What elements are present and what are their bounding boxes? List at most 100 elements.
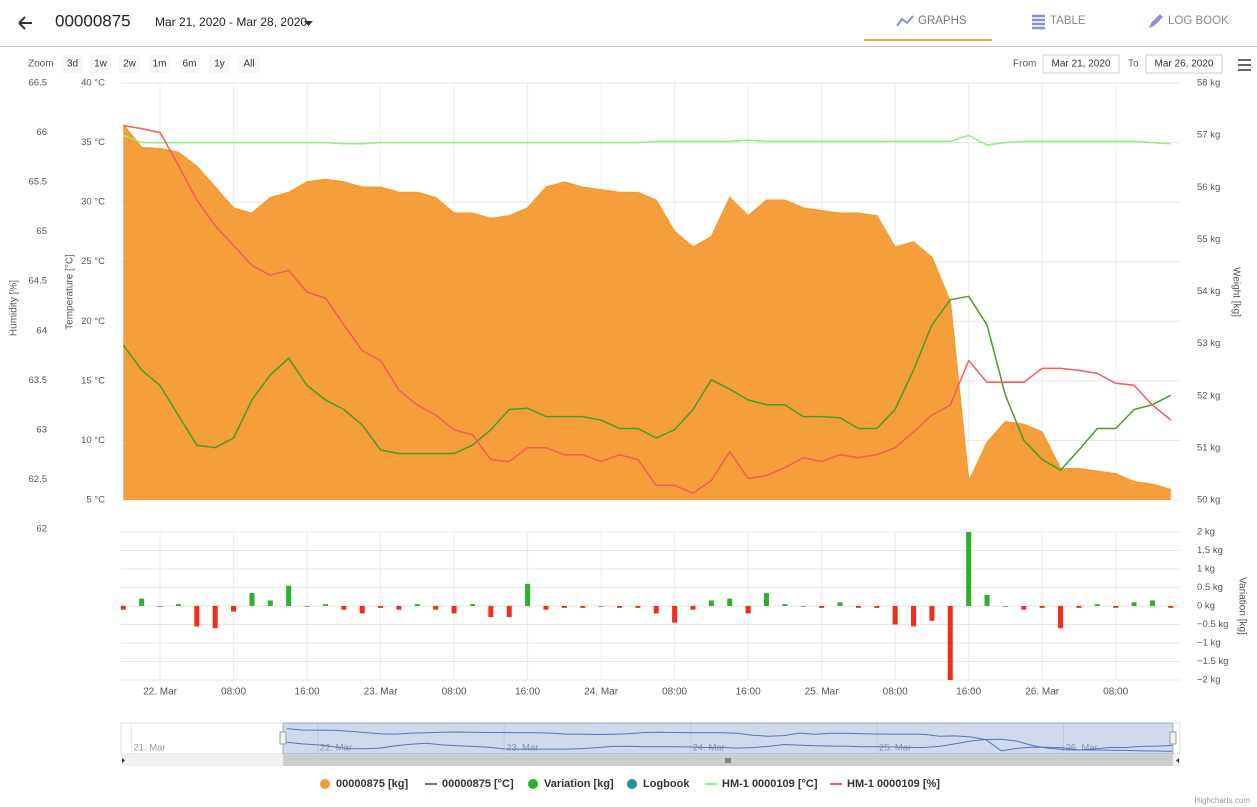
- legend-symbol[interactable]: [320, 779, 330, 789]
- graphs-icon: [896, 15, 914, 27]
- navigator-tick-label: 25. Mar: [879, 743, 911, 754]
- tab-graphs[interactable]: GRAPHS: [918, 15, 967, 27]
- legend-label[interactable]: Logbook: [643, 778, 690, 790]
- date-range[interactable]: Mar 21, 2020 - Mar 28, 2020: [155, 15, 307, 29]
- legend-label[interactable]: HM-1 0000109 [°C]: [722, 778, 818, 790]
- variation-bar: [267, 600, 273, 606]
- dropdown-caret[interactable]: [304, 21, 313, 26]
- zoom-button[interactable]: [149, 55, 170, 73]
- variation-bar: [764, 593, 770, 606]
- zoom-button[interactable]: [179, 55, 200, 73]
- from-input[interactable]: [1042, 54, 1120, 74]
- zoom-label: Zoom: [28, 59, 54, 70]
- variation-bar: [175, 604, 181, 606]
- variation-bar: [1168, 606, 1174, 608]
- zoom-button-label[interactable]: 3d: [67, 59, 78, 70]
- legend-symbol[interactable]: [627, 779, 637, 789]
- to-input[interactable]: [1145, 54, 1223, 74]
- zoom-button[interactable]: [119, 55, 140, 73]
- area-line: [122, 124, 1172, 491]
- navigator-selection[interactable]: [282, 722, 1174, 755]
- variation-bar: [322, 604, 328, 606]
- variation-bar: [855, 606, 861, 608]
- to-value[interactable]: Mar 26, 2020: [1155, 59, 1214, 70]
- legend-label[interactable]: 00000875 [kg]: [336, 778, 408, 790]
- chart-menu[interactable]: [1238, 59, 1251, 71]
- variation-bar: [231, 606, 237, 612]
- y2-tick-label: 53 kg: [1197, 338, 1220, 349]
- scroll-right[interactable]: [1176, 758, 1179, 763]
- navigator-tick-label: 23. Mar: [506, 743, 538, 754]
- x-tick-label: 16:00: [956, 687, 981, 698]
- tab-log-book[interactable]: LOG BOOK: [1168, 15, 1229, 27]
- legend-label[interactable]: Variation [kg]: [544, 778, 614, 790]
- scrollbar-grip: [725, 758, 731, 763]
- zoom-button[interactable]: [90, 55, 111, 73]
- variation-bar: [984, 594, 990, 606]
- series-line: [123, 124, 1172, 495]
- tab-table[interactable]: TABLE: [1050, 15, 1086, 27]
- series-line: [122, 295, 1172, 471]
- zoom-button[interactable]: [238, 55, 260, 73]
- y3-tick-label: 65: [36, 226, 47, 237]
- from-value[interactable]: Mar 21, 2020: [1052, 59, 1111, 70]
- logbook-icon: [1149, 14, 1163, 28]
- y3-tick-label: 63: [36, 424, 47, 435]
- y3-tick-label: 65.5: [29, 177, 48, 188]
- y3-tick-label: 66.5: [29, 78, 48, 89]
- zoom-button-label[interactable]: All: [243, 59, 254, 70]
- x-tick-label: 26. Mar: [1025, 687, 1060, 698]
- zoom-button-label[interactable]: 1m: [153, 59, 167, 70]
- y2-tick-label: 52 kg: [1197, 390, 1220, 401]
- variation-bar: [745, 606, 751, 614]
- header-bar: [0, 0, 1257, 46]
- variation-bar: [543, 606, 549, 610]
- x-tick-label: 22. Mar: [143, 687, 178, 698]
- zoom-button-label[interactable]: 2w: [123, 59, 137, 70]
- x-tick-label: 24. Mar: [584, 687, 619, 698]
- navigator-handle-right[interactable]: [1169, 731, 1177, 745]
- navigator-handle-left[interactable]: [279, 731, 287, 745]
- variation-bar: [1131, 602, 1137, 606]
- y3-tick-label: 64.5: [29, 276, 48, 287]
- y2-tick-label: 56 kg: [1197, 182, 1220, 193]
- legend-symbol[interactable]: [528, 779, 538, 789]
- y2-tick-label: 57 kg: [1197, 130, 1220, 141]
- variation-bar: [892, 606, 898, 625]
- variation-bar: [414, 604, 420, 606]
- variation-bar: [359, 606, 365, 614]
- from-label: From: [1013, 59, 1036, 70]
- y4-tick-label: 1 kg: [1197, 564, 1215, 575]
- variation-bar: [139, 598, 145, 606]
- device-title: 00000875: [55, 11, 131, 30]
- zoom-button-label[interactable]: 1y: [214, 59, 225, 70]
- variation-bar: [690, 606, 696, 610]
- variation-bar: [1113, 606, 1119, 608]
- area-fill: [123, 124, 1171, 500]
- variation-bar: [819, 606, 825, 608]
- zoom-button-label[interactable]: 1w: [94, 59, 108, 70]
- y2-tick-label: 55 kg: [1197, 234, 1220, 245]
- credits[interactable]: Highcharts.com: [1194, 796, 1250, 805]
- zoom-button[interactable]: [62, 55, 83, 73]
- x-tick-label: 25. Mar: [805, 687, 840, 698]
- legend-label[interactable]: 00000875 [°C]: [442, 778, 514, 790]
- y4-tick-label: −2 kg: [1197, 675, 1221, 686]
- variation-bar: [580, 606, 586, 608]
- variation-bar: [947, 606, 953, 680]
- back-button[interactable]: [18, 16, 32, 30]
- zoom-button-label[interactable]: 6m: [183, 59, 197, 70]
- humidity-axis-title: Humidity [%]: [9, 280, 20, 336]
- zoom-button[interactable]: [209, 55, 230, 73]
- x-tick-label: 16:00: [515, 687, 540, 698]
- y-tick-label: 20 °C: [81, 316, 105, 327]
- table-icon: [1032, 14, 1045, 30]
- legend-label[interactable]: HM-1 0000109 [%]: [847, 778, 940, 790]
- to-label: To: [1128, 59, 1139, 70]
- scroll-left[interactable]: [122, 758, 125, 763]
- y-tick-label: 30 °C: [81, 197, 105, 208]
- variation-bar: [1149, 600, 1155, 606]
- variation-bar: [1076, 606, 1082, 608]
- y2-tick-label: 50 kg: [1197, 495, 1220, 506]
